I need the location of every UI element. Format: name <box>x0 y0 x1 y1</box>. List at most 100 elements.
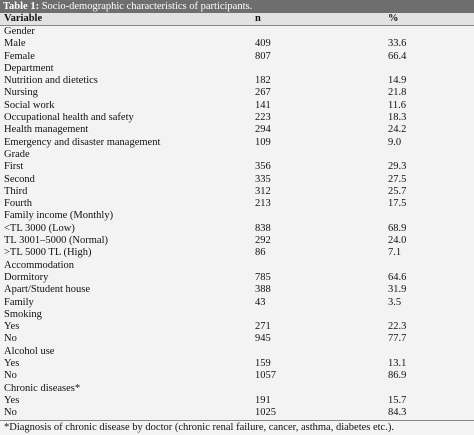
variable-cell: TL 3001–5000 (Normal) <box>4 235 109 247</box>
n-cell: 182 <box>255 75 271 87</box>
section-row: Smoking <box>0 309 474 321</box>
variable-cell: No <box>4 370 17 382</box>
section-row: Family income (Monthly) <box>0 210 474 222</box>
variable-cell: Emergency and disaster management <box>4 136 161 148</box>
header-cell: Variable <box>4 13 43 24</box>
data-row: Yes 271 22.3 <box>0 321 474 333</box>
data-row: No 1025 84.3 <box>0 407 474 419</box>
variable-cell: Third <box>4 185 28 197</box>
percent-cell: 64.6 <box>388 271 407 283</box>
variable-cell: <TL 3000 (Low) <box>4 222 75 234</box>
variable-cell: First <box>4 161 24 173</box>
n-cell: 356 <box>255 161 271 173</box>
variable-cell: Male <box>4 38 26 50</box>
percent-cell: 9.0 <box>388 136 402 148</box>
variable-cell: Family <box>4 296 34 308</box>
percent-cell: 18.3 <box>388 112 407 124</box>
n-cell: 785 <box>255 271 271 283</box>
variable-cell: Gender <box>4 26 35 37</box>
percent-cell: 29.3 <box>388 161 407 173</box>
n-cell: 213 <box>255 198 271 210</box>
n-cell: 86 <box>255 247 266 259</box>
n-cell: 292 <box>255 235 271 247</box>
table-body: Gender Male 409 33.6 Female 807 66.4 Department… <box>0 26 474 420</box>
variable-cell: Accommodation <box>4 259 74 271</box>
data-row: >TL 5000 TL (High) 86 7.1 <box>0 247 474 259</box>
percent-cell: 25.7 <box>388 185 407 197</box>
data-row: Third 312 25.7 <box>0 186 474 198</box>
variable-cell: Female <box>4 50 35 62</box>
percent-cell: 17.5 <box>388 198 407 210</box>
variable-cell: Smoking <box>4 308 42 320</box>
percent-cell: 21.8 <box>388 87 407 99</box>
n-cell: 109 <box>255 136 271 148</box>
data-row: Social work 141 11.6 <box>0 100 474 112</box>
n-cell: 267 <box>255 87 271 99</box>
title-bar: Table 1: Socio-demographic characteristi… <box>0 0 474 13</box>
section-row: Alcohol use <box>0 346 474 358</box>
n-cell: 271 <box>255 321 271 333</box>
variable-cell: Social work <box>4 99 55 111</box>
variable-cell: Yes <box>4 358 20 370</box>
data-row: No 1057 86.9 <box>0 370 474 382</box>
n-cell: 191 <box>255 394 271 406</box>
n-cell: 388 <box>255 284 271 296</box>
data-row: <TL 3000 (Low) 838 68.9 <box>0 223 474 235</box>
n-cell: 409 <box>255 38 271 50</box>
data-row: No 945 77.7 <box>0 333 474 345</box>
data-row: Yes 191 15.7 <box>0 395 474 407</box>
percent-cell: 3.5 <box>388 296 402 308</box>
data-row: TL 3001–5000 (Normal) 292 24.0 <box>0 235 474 247</box>
data-row: Nutrition and dietetics 182 14.9 <box>0 75 474 87</box>
n-cell: 312 <box>255 185 271 197</box>
n-cell: 223 <box>255 112 271 124</box>
percent-cell: 27.5 <box>388 173 407 185</box>
section-row: Department <box>0 63 474 75</box>
data-row: Female 807 66.4 <box>0 51 474 63</box>
percent-cell: 11.6 <box>388 99 406 111</box>
data-row: Emergency and disaster management 109 9.0 <box>0 137 474 149</box>
header-cell: % <box>388 13 399 24</box>
variable-cell: Nursing <box>4 87 38 99</box>
percent-cell: 66.4 <box>388 50 407 62</box>
section-row: Grade <box>0 149 474 161</box>
percent-cell: 14.9 <box>388 75 407 87</box>
n-cell: 945 <box>255 333 271 345</box>
n-cell: 807 <box>255 50 271 62</box>
data-row: Yes 159 13.1 <box>0 358 474 370</box>
variable-cell: Occupational health and safety <box>4 112 134 124</box>
title: Socio-demographic characteristics of par… <box>41 1 253 12</box>
variable-cell: Dormitory <box>4 271 49 283</box>
title-label: Table 1: <box>3 1 40 12</box>
header-cell: n <box>255 13 261 24</box>
data-row: Second 335 27.5 <box>0 174 474 186</box>
percent-cell: 15.7 <box>388 394 407 406</box>
percent-cell: 7.1 <box>388 247 402 259</box>
n-cell: 335 <box>255 173 271 185</box>
variable-cell: Apart/Student house <box>4 284 91 296</box>
variable-cell: Chronic diseases* <box>4 382 81 394</box>
variable-cell: Nutrition and dietetics <box>4 75 98 87</box>
data-row: Male 409 33.6 <box>0 38 474 50</box>
footnote: *Diagnosis of chronic disease by doctor … <box>0 419 474 435</box>
percent-cell: 33.6 <box>388 38 407 50</box>
variable-cell: Department <box>4 62 54 74</box>
n-cell: 294 <box>255 124 271 136</box>
data-row: First 356 29.3 <box>0 161 474 173</box>
variable-cell: Alcohol use <box>4 345 55 357</box>
percent-cell: 24.0 <box>388 235 407 247</box>
n-cell: 43 <box>255 296 266 308</box>
percent-cell: 22.3 <box>388 321 407 333</box>
data-row: Dormitory 785 64.6 <box>0 272 474 284</box>
variable-cell: Yes <box>4 321 20 333</box>
data-row: Occupational health and safety 223 18.3 <box>0 112 474 124</box>
variable-cell: Family income (Monthly) <box>4 210 114 222</box>
variable-cell: Second <box>4 173 35 185</box>
variable-cell: No <box>4 333 17 345</box>
n-cell: 141 <box>255 99 271 111</box>
percent-cell: 77.7 <box>388 333 407 345</box>
data-row: Health management 294 24.2 <box>0 124 474 136</box>
section-row: Accommodation <box>0 260 474 272</box>
variable-cell: No <box>4 407 17 419</box>
percent-cell: 84.3 <box>388 407 407 419</box>
